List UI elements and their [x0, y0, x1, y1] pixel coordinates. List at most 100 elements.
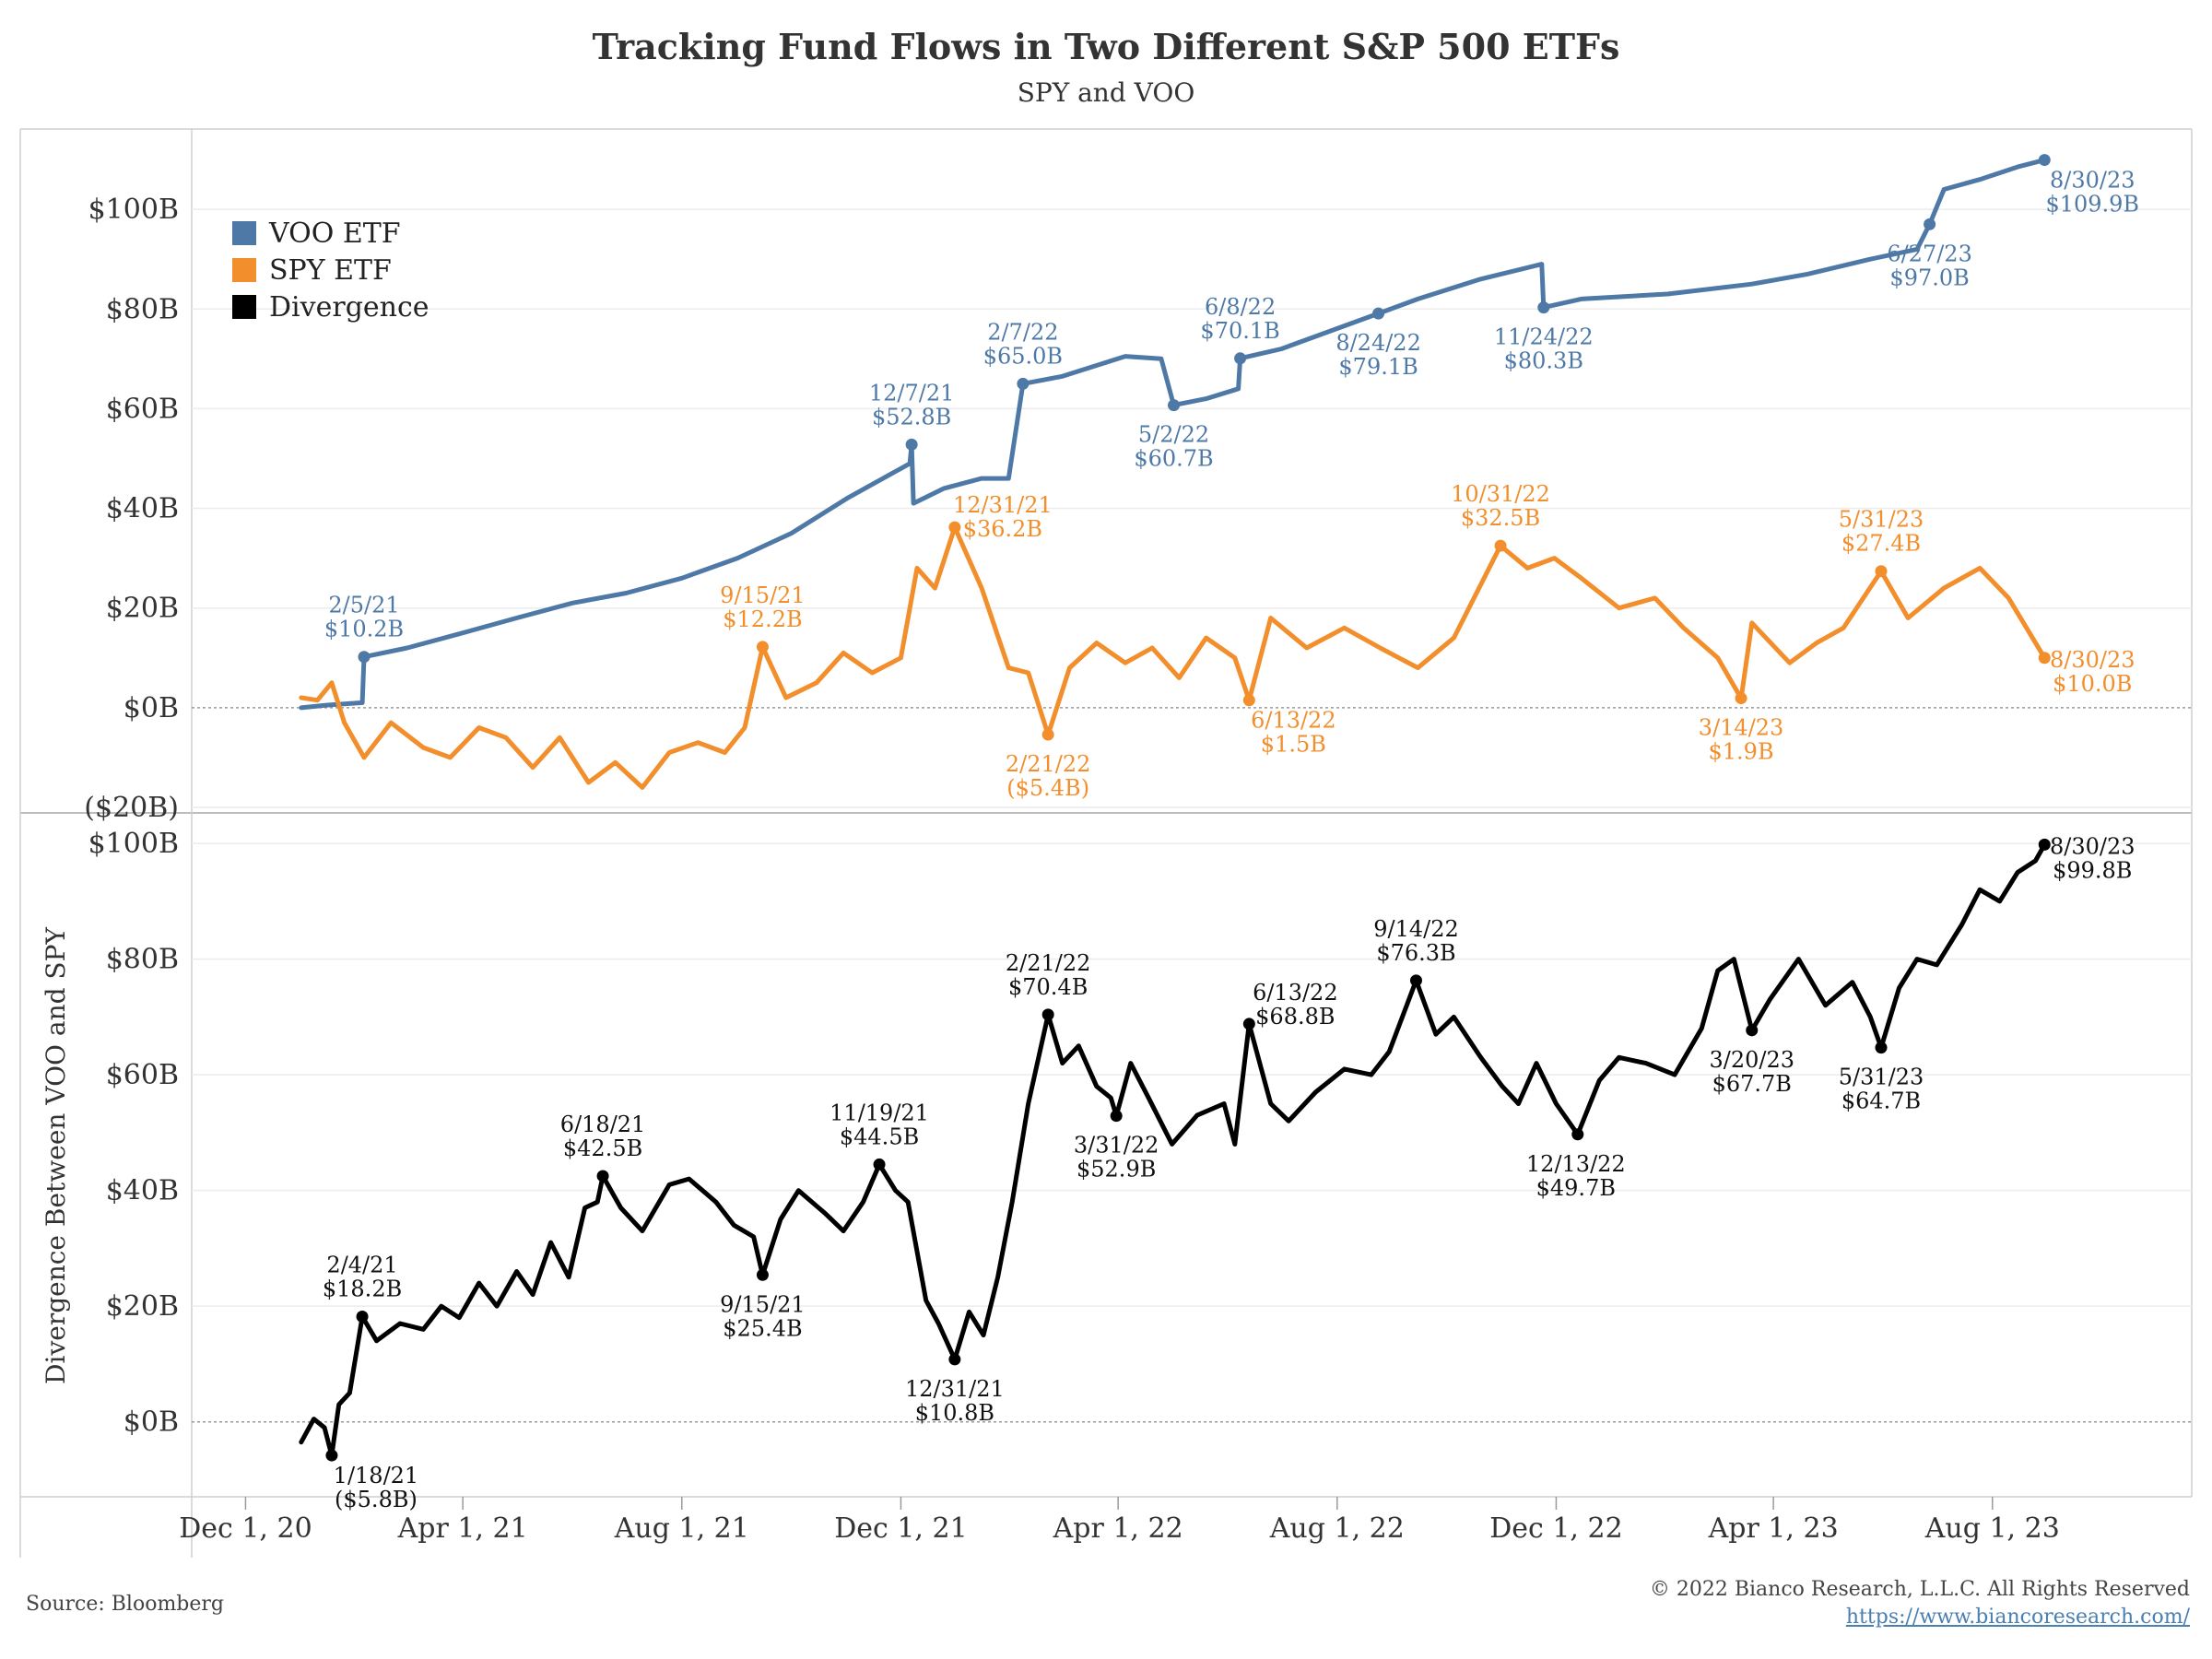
annotation-marker — [1537, 301, 1550, 314]
y-tick-label: $40B — [106, 493, 179, 525]
annotation-marker — [756, 641, 769, 653]
y-tick-label: $20B — [106, 593, 179, 625]
x-tick-label: Apr 1, 22 — [1053, 1512, 1183, 1545]
annotation-marker — [1409, 974, 1422, 987]
annotation-value: $44.5B — [840, 1124, 919, 1149]
annotation-value: $52.8B — [872, 404, 951, 429]
annotation-date: 6/27/23 — [1887, 241, 1972, 266]
x-tick-label: Dec 1, 20 — [179, 1512, 312, 1545]
x-tick-label: Apr 1, 21 — [397, 1512, 528, 1545]
annotation-marker — [905, 438, 918, 451]
annotation-value: $76.3B — [1376, 940, 1455, 966]
annotation-value: $12.2B — [723, 606, 802, 632]
annotation-marker — [2038, 838, 2051, 851]
annotation-date: 2/21/22 — [1006, 751, 1091, 777]
annotation-date: 3/14/23 — [1699, 715, 1784, 741]
annotation-value: $1.9B — [1709, 739, 1774, 765]
y-tick-label: ($20B) — [84, 792, 179, 824]
annotation-value: $80.3B — [1504, 348, 1583, 374]
annotation-marker — [1875, 565, 1888, 578]
website-link[interactable]: https://www.biancoresearch.com/ — [1845, 1606, 2190, 1629]
annotation-value: $49.7B — [1536, 1175, 1616, 1201]
annotation-marker — [1242, 1018, 1255, 1030]
annotation-marker — [1571, 1128, 1584, 1141]
annotation-value: $18.2B — [323, 1276, 402, 1301]
annotation-date: 5/31/23 — [1839, 507, 1924, 533]
annotation-date: 2/21/22 — [1006, 950, 1091, 976]
legend-swatch — [232, 258, 256, 282]
annotation-date: 5/31/23 — [1839, 1065, 1924, 1090]
annotation-date: 8/30/23 — [2050, 168, 2136, 194]
annotation-value: $60.7B — [1134, 446, 1213, 472]
source-note: Source: Bloomberg — [26, 1593, 225, 1616]
annotation-date: 6/13/22 — [1251, 708, 1336, 734]
copyright-note: © 2022 Bianco Research, L.L.C. All Right… — [1649, 1578, 2190, 1601]
annotation-marker — [2038, 652, 2051, 665]
annotation-value: $99.8B — [2053, 857, 2132, 883]
annotation-value: $42.5B — [563, 1135, 642, 1161]
chart-title: Tracking Fund Flows in Two Different S&P… — [592, 26, 1620, 67]
annotation-date: 8/30/23 — [2050, 647, 2136, 673]
annotation-date: 8/30/23 — [2050, 833, 2136, 859]
annotation-marker — [1924, 218, 1936, 230]
annotation-marker — [1110, 1110, 1123, 1123]
series-line-spy-etf — [299, 524, 2047, 790]
annotation-value: $64.7B — [1841, 1088, 1921, 1114]
annotation-value: $52.9B — [1077, 1157, 1156, 1182]
annotation-date: 1/18/21 — [334, 1463, 419, 1488]
annotation-date: 11/19/21 — [830, 1100, 929, 1125]
annotation-marker — [1875, 1041, 1888, 1054]
x-tick-label: Dec 1, 22 — [1489, 1512, 1622, 1545]
annotation-marker — [325, 1449, 338, 1462]
annotation-date: 3/20/23 — [1709, 1047, 1794, 1073]
y-tick-label: $80B — [106, 293, 179, 325]
legend-label: VOO ETF — [268, 218, 401, 250]
annotation-date: 9/15/21 — [720, 582, 806, 608]
x-tick-label: Aug 1, 22 — [1269, 1512, 1405, 1545]
annotation-marker — [1234, 352, 1247, 365]
legend-swatch — [232, 295, 256, 319]
annotation-marker — [948, 1353, 961, 1366]
annotation-marker — [356, 1310, 369, 1323]
annotation-marker — [1242, 694, 1255, 707]
annotation-marker — [1735, 692, 1747, 705]
annotation-value: $109.9B — [2045, 192, 2139, 218]
annotation-value: $32.5B — [1461, 505, 1540, 531]
legend-label: Divergence — [269, 291, 429, 324]
annotation-date: 2/4/21 — [326, 1252, 397, 1277]
chart-subtitle: SPY and VOO — [1017, 77, 1195, 108]
annotation-date: 10/31/22 — [1451, 481, 1550, 507]
y-tick-label: $60B — [106, 1059, 179, 1091]
annotation-date: 8/24/22 — [1335, 330, 1421, 356]
annotation-value: ($5.8B) — [335, 1487, 418, 1512]
annotation-marker — [1017, 377, 1030, 390]
series-line-voo-etf — [299, 158, 2047, 711]
annotation-date: 9/14/22 — [1373, 916, 1459, 942]
annotation-value: $97.0B — [1889, 265, 1969, 290]
y-tick-label: $0B — [124, 692, 179, 724]
annotation-date: 12/31/21 — [905, 1376, 1005, 1402]
annotation-date: 12/31/21 — [953, 492, 1053, 518]
y-axis-title: Divergence Between VOO and SPY — [41, 927, 71, 1384]
annotation-marker — [358, 651, 371, 664]
annotation-date: 12/13/22 — [1526, 1151, 1626, 1177]
annotation-marker — [596, 1170, 609, 1182]
annotation-value: $25.4B — [723, 1315, 802, 1341]
annotation-value: $65.0B — [983, 343, 1063, 369]
annotation-value: ($5.4B) — [1006, 775, 1089, 801]
annotation-date: 9/15/21 — [720, 1291, 806, 1317]
annotation-value: $70.1B — [1200, 318, 1279, 344]
x-tick-label: Dec 1, 21 — [834, 1512, 967, 1545]
annotation-value: $1.5B — [1261, 732, 1326, 758]
annotation-value: $79.1B — [1338, 354, 1418, 380]
annotation-date: 6/8/22 — [1205, 294, 1276, 320]
y-tick-label: $40B — [106, 1175, 179, 1207]
annotation-marker — [756, 1268, 769, 1281]
annotation-date: 2/5/21 — [328, 593, 399, 618]
legend-label: SPY ETF — [269, 254, 392, 287]
y-tick-label: $100B — [88, 828, 179, 860]
annotation-value: $68.8B — [1255, 1004, 1335, 1030]
annotation-marker — [1746, 1024, 1759, 1037]
annotation-date: 12/7/21 — [869, 380, 955, 406]
annotation-marker — [2038, 154, 2051, 167]
